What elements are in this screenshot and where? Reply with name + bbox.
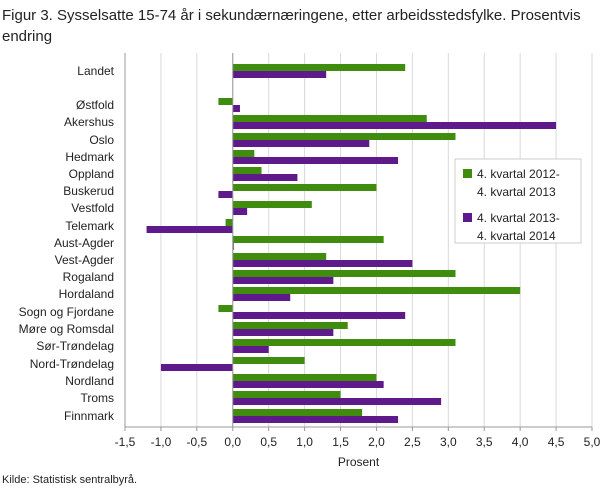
category-label: Telemark bbox=[65, 219, 115, 233]
category-label: Møre og Romsdal bbox=[19, 322, 114, 336]
bar-1-hedmark bbox=[232, 150, 255, 157]
bar-1-nord-trøndelag bbox=[232, 357, 305, 364]
bar-2-sogn-og-fjordane bbox=[232, 312, 406, 319]
category-label: Landet bbox=[77, 64, 114, 78]
category-label: Vestfold bbox=[71, 201, 114, 215]
x-tick-label: 2,0 bbox=[368, 435, 385, 449]
bar-2-vest-agder bbox=[232, 260, 413, 267]
x-tick-label: -1,0 bbox=[151, 435, 172, 449]
bar-1-hordaland bbox=[232, 287, 521, 294]
bar-2-landet bbox=[232, 71, 327, 78]
bar-1-landet bbox=[232, 64, 406, 71]
x-tick-label: 0,0 bbox=[224, 435, 241, 449]
bar-1-møre-og-romsdal bbox=[232, 322, 348, 329]
bar-2-buskerud bbox=[218, 191, 233, 198]
bar-1-rogaland bbox=[232, 270, 456, 277]
bar-2-nord-trøndelag bbox=[160, 364, 233, 371]
bar-2-møre-og-romsdal bbox=[232, 329, 334, 336]
category-label: Finnmark bbox=[64, 409, 115, 423]
x-tick-label: 4,0 bbox=[512, 435, 529, 449]
category-label: Vest-Agder bbox=[55, 253, 114, 267]
x-tick-label: 0,5 bbox=[260, 435, 277, 449]
x-tick-label: -1,5 bbox=[115, 435, 136, 449]
bar-1-finnmark bbox=[232, 409, 363, 416]
chart-title: Figur 3. Sysselsatte 15-74 år i sekundær… bbox=[2, 7, 581, 45]
category-label: Sør-Trøndelag bbox=[36, 339, 114, 353]
bars bbox=[146, 64, 557, 423]
x-tick-label: 5,0 bbox=[584, 435, 601, 449]
bar-2-hordaland bbox=[232, 294, 291, 301]
x-tick-labels: -1,5 -1,0 -0,5 0,0 0,5 1,0 1,5 2,0 2,5 3,0 3,5 4,0 4… bbox=[115, 435, 601, 449]
bar-1-sør-trøndelag bbox=[232, 339, 456, 346]
legend-swatch-2 bbox=[463, 213, 472, 222]
category-label: Buskerud bbox=[63, 184, 114, 198]
category-labels: Landet Østfold Akershus Oslo Hedmark Oppland B… bbox=[19, 64, 115, 423]
bar-1-vest-agder bbox=[232, 253, 327, 260]
bar-2-sør-trøndelag bbox=[232, 346, 269, 353]
bar-2-oslo bbox=[232, 140, 370, 147]
bar-1-telemark bbox=[225, 219, 233, 226]
legend-label-1: 4. kvartal 2013 bbox=[477, 185, 556, 199]
bar-1-akershus bbox=[232, 115, 427, 122]
category-label: Troms bbox=[80, 391, 114, 405]
category-label: Nord-Trøndelag bbox=[30, 357, 114, 371]
source-note: Kilde: Statistisk sentralbyrå. bbox=[2, 474, 138, 486]
bar-2-hedmark bbox=[232, 157, 399, 164]
bar-1-nordland bbox=[232, 374, 377, 381]
bar-2-østfold bbox=[232, 105, 240, 112]
bar-1-sogn-og-fjordane bbox=[218, 305, 233, 312]
category-label: Hedmark bbox=[65, 150, 115, 164]
x-tick-label: 3,5 bbox=[476, 435, 493, 449]
category-label: Oppland bbox=[69, 167, 114, 181]
bar-2-rogaland bbox=[232, 277, 334, 284]
legend-swatch-1 bbox=[463, 169, 472, 178]
bar-2-nordland bbox=[232, 381, 384, 388]
x-tick-label: -0,5 bbox=[187, 435, 208, 449]
legend-box bbox=[454, 158, 582, 244]
category-label: Sogn og Fjordane bbox=[19, 305, 115, 319]
category-label: Østfold bbox=[76, 98, 114, 112]
category-label: Nordland bbox=[65, 374, 114, 388]
x-tick-label: 2,5 bbox=[404, 435, 421, 449]
bar-2-oppland bbox=[232, 174, 298, 181]
legend: 4. kvartal 2012- 4. kvartal 2013 4. kvarta… bbox=[454, 158, 582, 244]
bar-1-oppland bbox=[232, 167, 262, 174]
bar-2-akershus bbox=[232, 122, 557, 129]
bar-1-østfold bbox=[218, 98, 233, 105]
bar-1-oslo bbox=[232, 133, 456, 140]
x-axis-title: Prosent bbox=[338, 455, 380, 469]
x-tick-label: 1,0 bbox=[296, 435, 313, 449]
category-label: Rogaland bbox=[63, 270, 114, 284]
bar-2-troms bbox=[232, 398, 442, 405]
legend-label-1: 4. kvartal 2012- bbox=[477, 167, 560, 181]
x-tick-label: 4,5 bbox=[548, 435, 565, 449]
bar-1-buskerud bbox=[232, 184, 377, 191]
axes bbox=[124, 53, 592, 428]
category-label: Akershus bbox=[64, 115, 114, 129]
bar-1-aust-agder bbox=[232, 236, 384, 243]
bar-2-telemark bbox=[146, 226, 233, 233]
legend-label-2: 4. kvartal 2013- bbox=[477, 211, 560, 225]
x-tick-label: 1,5 bbox=[332, 435, 349, 449]
legend-label-2: 4. kvartal 2014 bbox=[477, 229, 556, 243]
category-label: Aust-Agder bbox=[54, 236, 114, 250]
bar-2-finnmark bbox=[232, 416, 399, 423]
x-tick-label: 3,0 bbox=[440, 435, 457, 449]
category-label: Hordaland bbox=[59, 287, 114, 301]
category-label: Oslo bbox=[89, 133, 114, 147]
bar-1-troms bbox=[232, 391, 341, 398]
bar-1-vestfold bbox=[232, 201, 312, 208]
bar-2-vestfold bbox=[232, 208, 248, 215]
